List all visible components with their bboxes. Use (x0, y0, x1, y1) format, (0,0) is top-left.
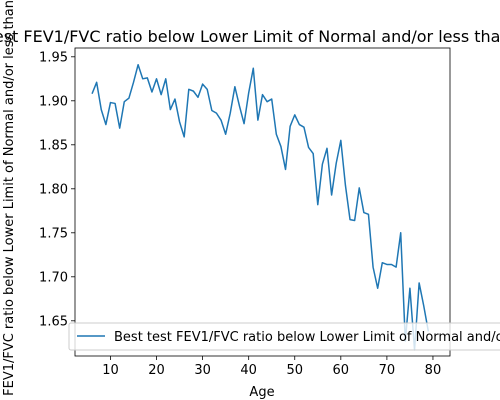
x-tick-label: 60 (333, 363, 350, 378)
y-tick-label: 1.80 (39, 182, 68, 197)
y-tick-label: 1.85 (39, 138, 68, 153)
legend-box (68, 322, 500, 351)
axes-frame (74, 47, 451, 357)
y-axis-label: Best FEV1/FVC ratio below Lower Limit of… (2, 0, 17, 400)
x-tick-label: 50 (286, 363, 303, 378)
x-tick-label: 30 (194, 363, 211, 378)
y-tick-label: 1.75 (39, 226, 68, 241)
y-tick-label: 1.95 (39, 50, 68, 65)
x-tick-label: 70 (379, 363, 396, 378)
x-axis-label: Age (249, 385, 274, 400)
y-tick-label: 1.70 (39, 270, 68, 285)
x-tick-label: 40 (240, 363, 257, 378)
y-tick-label: 1.90 (39, 94, 68, 109)
x-tick-label: 10 (102, 363, 119, 378)
y-tick-label: 1.65 (39, 314, 68, 329)
plot-area: 10 20 30 40 50 60 70 80 1.65 1.70 1.75 1.80 1.85 1.90… (39, 47, 451, 378)
x-tick-label: 20 (148, 363, 165, 378)
legend: Best test FEV1/FVC ratio below Lower Lim… (68, 322, 500, 351)
legend-label: Best test FEV1/FVC ratio below Lower Lim… (114, 330, 500, 345)
series-line-0 (91, 63, 430, 351)
chart-title: Best FEV1/FVC ratio below Lower Limit of… (0, 27, 500, 46)
x-tick-label: 80 (425, 363, 442, 378)
